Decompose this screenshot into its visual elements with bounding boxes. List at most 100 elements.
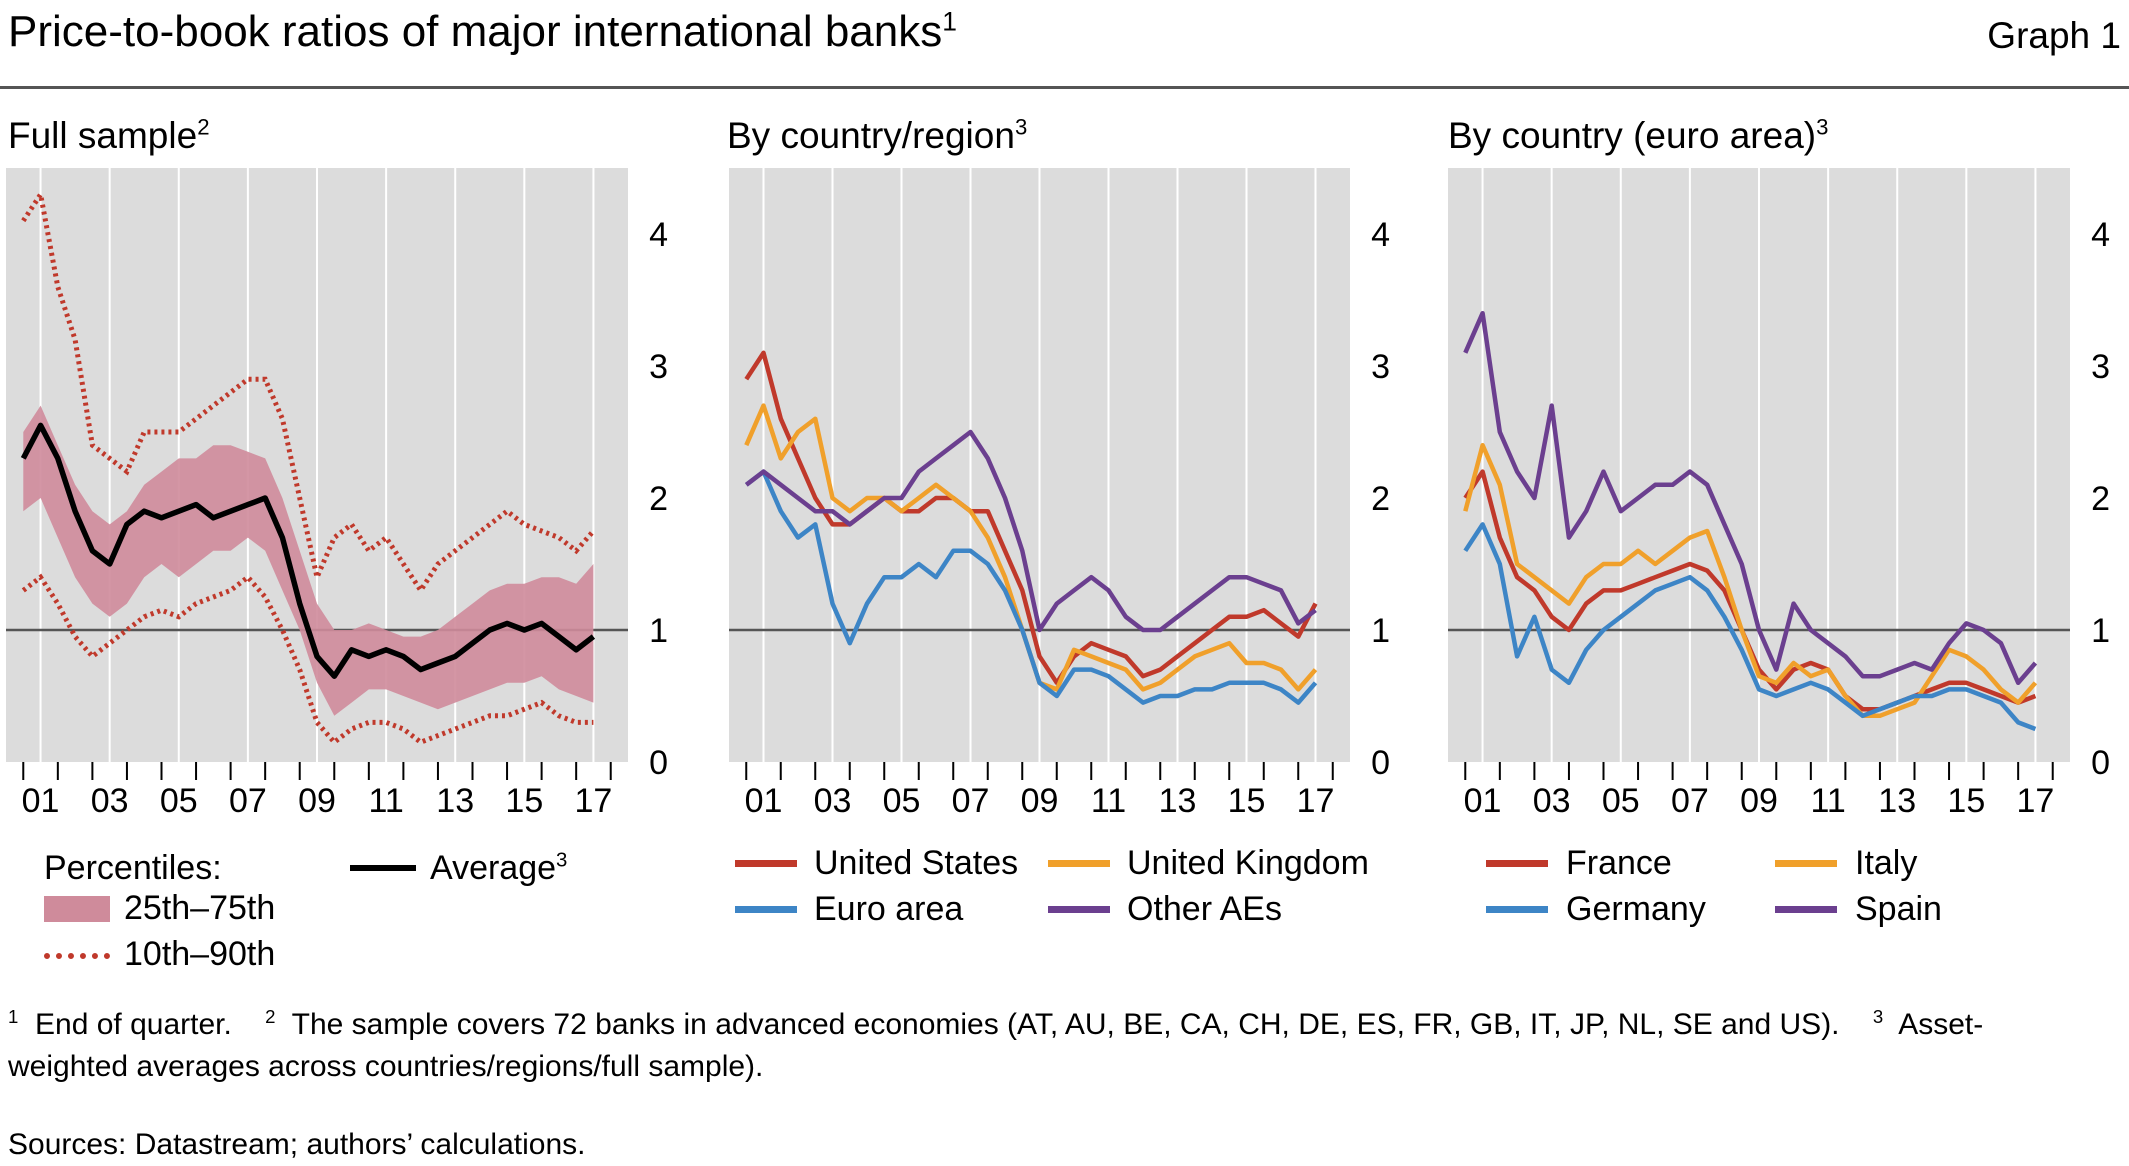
graph-label: Graph 1 [1987, 15, 2121, 56]
y-tick-label: 1 [2091, 612, 2110, 650]
sources-note: Sources: Datastream; authors’ calculatio… [8, 1128, 586, 1161]
footnote-3-text-a: Asset- [1898, 1008, 1984, 1041]
x-tick-label: 07 [952, 782, 990, 820]
footnote-1-text: End of quarter. [35, 1008, 232, 1041]
legend-average-text: Average [430, 849, 557, 887]
x-tick-label: 05 [160, 782, 198, 820]
legend-other-aes-swatch [1048, 906, 1110, 913]
series-united-states [744, 350, 1318, 686]
panel-title-euro-area: By country (euro area)3 [1448, 114, 1828, 158]
legend-average-swatch [350, 865, 416, 871]
series-italy [1463, 442, 2038, 719]
legend-italy-label: Italy [1855, 844, 1918, 882]
x-tick-label: 13 [1159, 782, 1197, 820]
legend-dotted-swatch [44, 953, 110, 959]
page-title-text: Price-to-book ratios of major internatio… [8, 7, 943, 56]
x-tick-label: 17 [1297, 782, 1335, 820]
legend-euro-area-swatch [735, 906, 797, 913]
y-tick-label: 3 [2091, 348, 2110, 386]
legend-uk-label: United Kingdom [1127, 844, 1369, 882]
y-tick-label: 2 [649, 480, 668, 518]
legend-uk-swatch [1048, 860, 1110, 867]
header-divider [0, 86, 2129, 89]
panel-title-full-sample: Full sample2 [8, 114, 210, 158]
footnote-2-text: The sample covers 72 banks in advanced e… [291, 1008, 1840, 1041]
x-tick-label: 11 [1810, 782, 1845, 820]
x-tick-label: 03 [814, 782, 852, 820]
y-tick-label: 3 [1371, 348, 1390, 386]
panel-title-footnote-mark: 2 [197, 114, 210, 140]
page-title-footnote-mark: 1 [942, 6, 957, 37]
x-tick-label: 07 [229, 782, 267, 820]
legend-us-swatch [735, 860, 797, 867]
panel-title-footnote-mark: 3 [1816, 114, 1829, 140]
legend-percentiles-label: Percentiles: [44, 849, 222, 887]
legend-germany-label: Germany [1566, 890, 1706, 928]
legend-spain-swatch [1775, 906, 1837, 913]
series-euro-area [744, 469, 1318, 705]
y-tick-label: 1 [1371, 612, 1390, 650]
legend-band-label: 25th–75th [124, 889, 276, 927]
x-tick-label: 03 [91, 782, 129, 820]
y-tick-label: 4 [649, 216, 668, 254]
footnote-3-mark: 3 [1872, 1006, 1884, 1027]
series-average [20, 422, 596, 679]
x-tick-label: 11 [368, 782, 403, 820]
y-tick-label: 3 [649, 348, 668, 386]
x-tick-label: 15 [505, 782, 543, 820]
x-tick-label: 07 [1671, 782, 1709, 820]
x-tick-label: 03 [1533, 782, 1571, 820]
panel-title-text: By country (euro area) [1448, 115, 1817, 156]
legend-other-aes-label: Other AEs [1127, 890, 1282, 928]
y-tick-label: 0 [1371, 744, 1390, 782]
x-tick-label: 01 [22, 782, 60, 820]
y-tick-label: 4 [2091, 216, 2110, 254]
x-tick-label: 17 [575, 782, 613, 820]
legend-france-label: France [1566, 844, 1672, 882]
legend-average-footnote-mark: 3 [556, 849, 568, 872]
x-tick-label: 13 [1878, 782, 1916, 820]
y-tick-label: 0 [2091, 744, 2110, 782]
x-tick-label: 09 [298, 782, 336, 820]
x-tick-label: 01 [745, 782, 783, 820]
y-tick-label: 2 [2091, 480, 2110, 518]
panel-title-by-region: By country/region3 [727, 114, 1027, 158]
series-other-aes [744, 429, 1317, 633]
panel-title-footnote-mark: 3 [1014, 114, 1028, 140]
legend-germany-swatch [1486, 906, 1548, 913]
y-tick-label: 4 [1371, 216, 1390, 254]
x-tick-label: 17 [2017, 782, 2055, 820]
x-tick-label: 13 [436, 782, 474, 820]
panel-title-text: By country/region [727, 115, 1015, 156]
x-tick-label: 15 [1228, 782, 1266, 820]
x-tick-label: 05 [883, 782, 921, 820]
legend-euro-area-label: Euro area [814, 890, 964, 928]
legend-france-swatch [1486, 860, 1548, 867]
legend-us-label: United States [814, 844, 1019, 882]
page-title: Price-to-book ratios of major internatio… [8, 4, 957, 60]
y-tick-label: 2 [1371, 480, 1390, 518]
band-25th-75th [23, 405, 594, 716]
footnote-2-mark: 2 [265, 1006, 276, 1027]
legend-spain-label: Spain [1855, 890, 1942, 928]
series-spain [1463, 310, 2038, 686]
x-tick-label: 05 [1602, 782, 1640, 820]
footnotes-block: 1 End of quarter. 2 The sample covers 72… [8, 1004, 2120, 1088]
x-tick-label: 09 [1740, 782, 1778, 820]
legend-average-label: Average3 [430, 848, 567, 888]
footnote-3-text-b: weighted averages across countries/regio… [8, 1050, 764, 1083]
y-tick-label: 0 [649, 744, 668, 782]
y-tick-label: 1 [649, 612, 668, 650]
x-tick-label: 15 [1947, 782, 1985, 820]
x-tick-label: 01 [1464, 782, 1502, 820]
legend-dotted-label: 10th–90th [124, 935, 276, 973]
legend-band-swatch [44, 896, 110, 922]
x-tick-label: 09 [1021, 782, 1059, 820]
footnote-1-mark: 1 [8, 1006, 19, 1027]
panel-title-text: Full sample [8, 115, 198, 156]
legend-italy-swatch [1775, 860, 1837, 867]
series-germany [1463, 522, 2037, 732]
x-tick-label: 11 [1091, 782, 1126, 820]
series-10th-90th [21, 573, 594, 746]
